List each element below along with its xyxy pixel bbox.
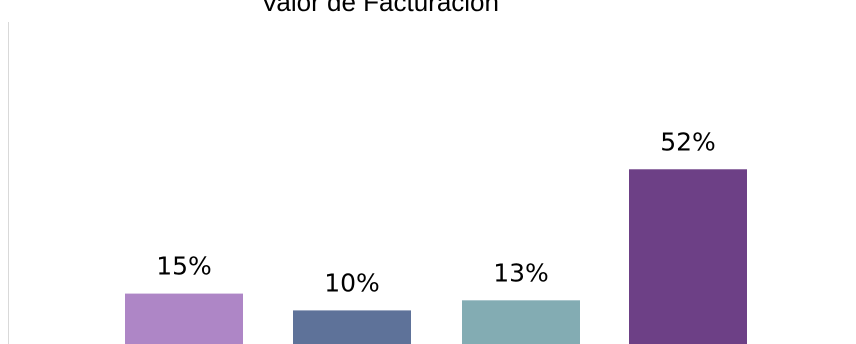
bar-2	[293, 310, 411, 344]
chart-title: Valor de Facturación	[261, 0, 499, 17]
data-labels-group: 15% 10% 13% 52%	[156, 127, 716, 297]
bars-group	[125, 169, 747, 344]
bar-1	[125, 293, 243, 344]
data-label-2: 10%	[324, 268, 380, 297]
data-label-1: 15%	[156, 252, 212, 281]
bar-3	[462, 300, 580, 344]
bar-4	[629, 169, 747, 344]
data-label-3: 13%	[493, 258, 549, 287]
data-label-4: 52%	[660, 127, 716, 156]
